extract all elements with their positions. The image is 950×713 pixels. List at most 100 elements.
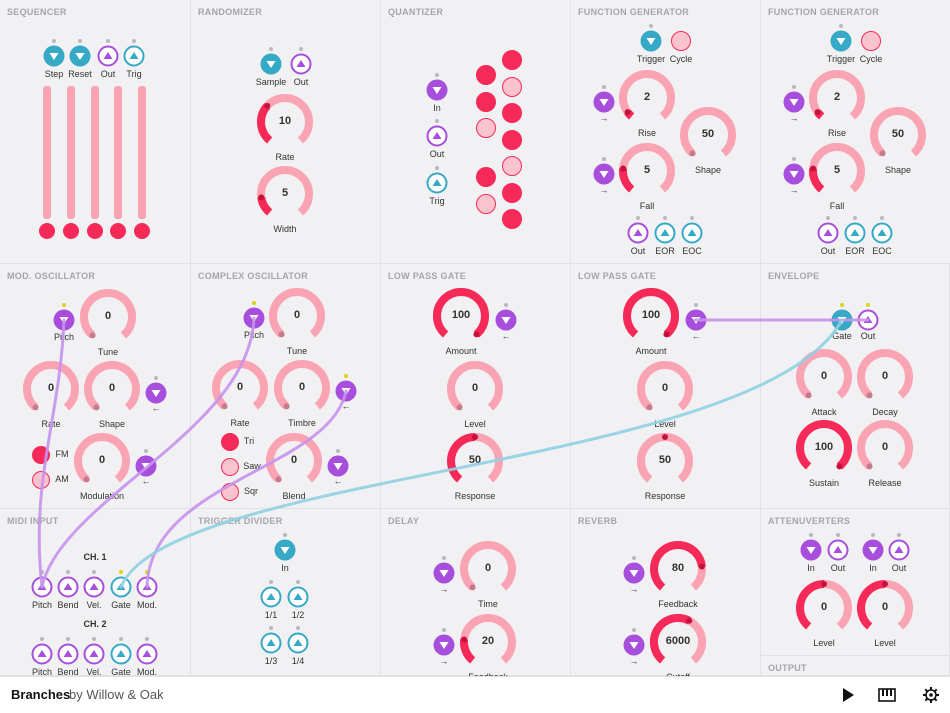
trigdiv-port-in[interactable]: [273, 538, 297, 562]
knob-tune[interactable]: 0: [263, 282, 331, 350]
knob-tune[interactable]: 0: [74, 283, 142, 351]
note-button[interactable]: [476, 118, 496, 138]
note-button[interactable]: [502, 183, 522, 203]
knob-response[interactable]: 50: [441, 427, 509, 495]
lpg1-amount-cv[interactable]: [494, 308, 518, 332]
play-icon[interactable]: [838, 685, 858, 705]
step-button[interactable]: [63, 223, 79, 239]
knob-rate[interactable]: 10: [251, 88, 319, 156]
trigdiv-port-14[interactable]: [286, 631, 310, 655]
midi-ch2-port-3[interactable]: [109, 642, 133, 666]
knob-timbre[interactable]: 0: [268, 354, 336, 422]
complexosc-timbre-cv[interactable]: [334, 379, 358, 403]
knob-level[interactable]: 0: [790, 574, 858, 642]
knob-response[interactable]: 50: [631, 427, 699, 495]
sequencer-port-3[interactable]: [122, 44, 146, 68]
modosc-shape-cv[interactable]: [144, 381, 168, 405]
midi-ch2-port-2[interactable]: [82, 642, 106, 666]
randomizer-port-sample[interactable]: [259, 52, 283, 76]
fg2-out-2[interactable]: [870, 221, 894, 245]
midi-ch1-port-1[interactable]: [56, 575, 80, 599]
knob-level[interactable]: 0: [851, 574, 919, 642]
sequencer-port-1[interactable]: [68, 44, 92, 68]
envelope-port-gate[interactable]: [830, 308, 854, 332]
knob-shape[interactable]: 50: [674, 101, 742, 169]
step-button[interactable]: [134, 223, 150, 239]
randomizer-port-out[interactable]: [289, 52, 313, 76]
sequencer-port-0[interactable]: [42, 44, 66, 68]
fg2-port-trigger[interactable]: [829, 29, 853, 53]
attenuverter-port-3[interactable]: [887, 538, 911, 562]
quantizer-port-in[interactable]: [425, 78, 449, 102]
envelope-port-out[interactable]: [856, 308, 880, 332]
note-button[interactable]: [502, 77, 522, 97]
quantizer-port-trig[interactable]: [425, 171, 449, 195]
note-button[interactable]: [502, 50, 522, 70]
midi-ch1-port-3[interactable]: [109, 575, 133, 599]
knob-sustain[interactable]: 100: [790, 414, 858, 482]
midi-ch2-port-0[interactable]: [30, 642, 54, 666]
knob-fall[interactable]: 5: [803, 137, 871, 205]
step-slider[interactable]: [91, 86, 99, 219]
lpg2-amount-cv[interactable]: [684, 308, 708, 332]
knob-amount[interactable]: 100: [427, 282, 495, 350]
quantizer-port-out[interactable]: [425, 124, 449, 148]
knob-feedback[interactable]: 80: [644, 535, 712, 603]
knob-feedback[interactable]: 20: [454, 608, 522, 676]
tri-button[interactable]: [221, 433, 239, 451]
cycle-button[interactable]: [671, 31, 691, 51]
midi-ch2-port-4[interactable]: [135, 642, 159, 666]
modosc-pitch[interactable]: [52, 308, 76, 332]
attenuverter-port-0[interactable]: [799, 538, 823, 562]
midi-ch1-port-4[interactable]: [135, 575, 159, 599]
gear-icon[interactable]: [921, 685, 941, 705]
knob-blend[interactable]: 0: [260, 427, 328, 495]
knob-level[interactable]: 0: [441, 355, 509, 423]
fg1-fall-cv[interactable]: [592, 162, 616, 186]
sequencer-port-2[interactable]: [96, 44, 120, 68]
fg1-out-0[interactable]: [626, 221, 650, 245]
note-button[interactable]: [476, 194, 496, 214]
knob-fall[interactable]: 5: [613, 137, 681, 205]
note-button[interactable]: [502, 103, 522, 123]
note-button[interactable]: [502, 130, 522, 150]
knob-modulation[interactable]: 0: [68, 427, 136, 495]
knob-release[interactable]: 0: [851, 414, 919, 482]
fg1-rise-cv[interactable]: [592, 90, 616, 114]
fg2-fall-cv[interactable]: [782, 162, 806, 186]
knob-shape[interactable]: 0: [78, 355, 146, 423]
saw-button[interactable]: [221, 458, 239, 476]
fg2-rise-cv[interactable]: [782, 90, 806, 114]
step-slider[interactable]: [43, 86, 51, 219]
step-button[interactable]: [87, 223, 103, 239]
trigdiv-port-13[interactable]: [259, 631, 283, 655]
attenuverter-port-2[interactable]: [861, 538, 885, 562]
fg1-out-2[interactable]: [680, 221, 704, 245]
midi-ch1-port-0[interactable]: [30, 575, 54, 599]
keyboard-icon[interactable]: [877, 685, 897, 705]
attenuverter-port-1[interactable]: [826, 538, 850, 562]
step-slider[interactable]: [114, 86, 122, 219]
knob-rate[interactable]: 0: [206, 354, 274, 422]
knob-level[interactable]: 0: [631, 355, 699, 423]
knob-rise[interactable]: 2: [613, 64, 681, 132]
knob-attack[interactable]: 0: [790, 343, 858, 411]
fg1-port-trigger[interactable]: [639, 29, 663, 53]
note-button[interactable]: [476, 92, 496, 112]
knob-amount[interactable]: 100: [617, 282, 685, 350]
note-button[interactable]: [476, 65, 496, 85]
step-button[interactable]: [110, 223, 126, 239]
trigdiv-port-11[interactable]: [259, 585, 283, 609]
fg1-out-1[interactable]: [653, 221, 677, 245]
fm-button[interactable]: [32, 446, 50, 464]
complexosc-blend-cv[interactable]: [326, 454, 350, 478]
step-slider[interactable]: [67, 86, 75, 219]
delay-time-cv[interactable]: [432, 561, 456, 585]
step-slider[interactable]: [138, 86, 146, 219]
knob-width[interactable]: 5: [251, 160, 319, 228]
knob-decay[interactable]: 0: [851, 343, 919, 411]
knob-rate[interactable]: 0: [17, 355, 85, 423]
reverb-feedback-cv[interactable]: [622, 561, 646, 585]
knob-rise[interactable]: 2: [803, 64, 871, 132]
fg2-out-0[interactable]: [816, 221, 840, 245]
